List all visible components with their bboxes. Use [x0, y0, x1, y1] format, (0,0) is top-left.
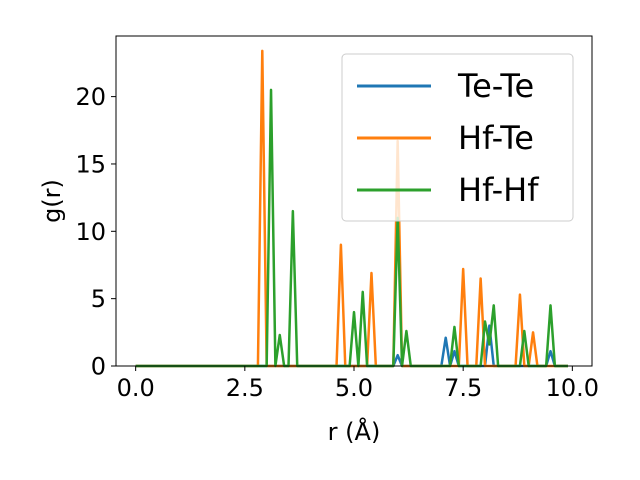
legend-box [341, 53, 574, 222]
x-tick-label: 10.0 [546, 374, 599, 402]
legend: Te-Te Hf-Te Hf-Hf [341, 53, 574, 222]
x-tick-label: 5.0 [335, 374, 373, 402]
y-axis-label: g(r) [38, 179, 66, 223]
y-axis-ticks: 0 5 10 15 20 [75, 83, 116, 381]
series-line-0 [135, 324, 568, 368]
y-tick-label: 15 [75, 150, 106, 178]
y-tick-label: 20 [75, 83, 106, 111]
x-axis-ticks: 0.0 2.5 5.0 7.5 10.0 [117, 366, 599, 402]
legend-label-0: Te-Te [457, 67, 534, 105]
y-tick-label: 10 [75, 218, 106, 246]
x-tick-label: 0.0 [117, 374, 155, 402]
y-tick-label: 0 [91, 353, 106, 381]
x-tick-label: 2.5 [226, 374, 264, 402]
x-axis-label: r (Å) [328, 417, 381, 446]
legend-label-2: Hf-Hf [458, 171, 539, 209]
legend-label-1: Hf-Te [458, 119, 534, 157]
y-tick-label: 5 [91, 285, 106, 313]
x-tick-label: 7.5 [444, 374, 482, 402]
